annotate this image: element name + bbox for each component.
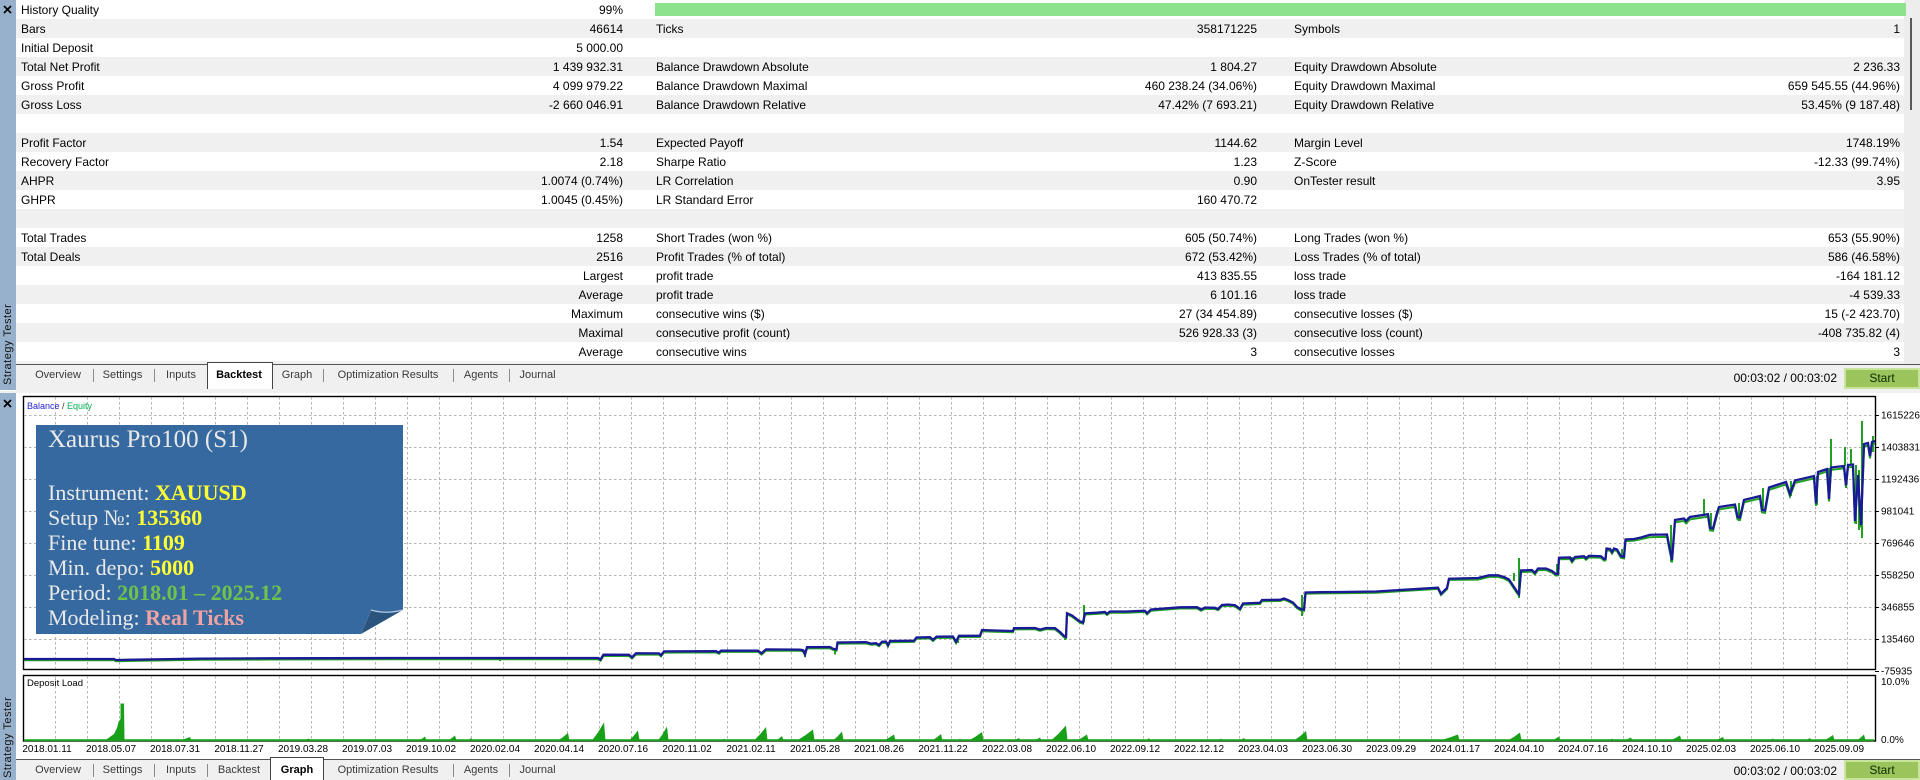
svg-text:2020.11.02: 2020.11.02 [662, 744, 712, 755]
svg-text:2018.05.07: 2018.05.07 [86, 744, 136, 755]
svg-text:2021.02.11: 2021.02.11 [726, 744, 776, 755]
svg-text:10.0%: 10.0% [1881, 677, 1909, 688]
svg-text:Deposit Load: Deposit Load [27, 678, 83, 689]
svg-text:2022.06.10: 2022.06.10 [1046, 744, 1096, 755]
svg-text:2020.04.14: 2020.04.14 [534, 744, 584, 755]
svg-text:2023.06.30: 2023.06.30 [1302, 744, 1352, 755]
svg-text:2019.10.02: 2019.10.02 [406, 744, 456, 755]
svg-text:-75935: -75935 [1881, 667, 1913, 678]
svg-text:2018.11.27: 2018.11.27 [214, 744, 264, 755]
svg-text:2024.07.16: 2024.07.16 [1558, 744, 1608, 755]
svg-text:1403831: 1403831 [1881, 443, 1920, 454]
svg-text:2021.05.28: 2021.05.28 [790, 744, 840, 755]
svg-text:2018.01.11: 2018.01.11 [22, 744, 72, 755]
svg-text:1615226: 1615226 [1881, 411, 1920, 422]
svg-text:2023.09.29: 2023.09.29 [1366, 744, 1416, 755]
svg-text:2020.02.04: 2020.02.04 [470, 744, 520, 755]
svg-text:346855: 346855 [1881, 603, 1915, 614]
svg-text:2024.01.17: 2024.01.17 [1430, 744, 1480, 755]
svg-text:981041: 981041 [1881, 507, 1915, 518]
svg-text:2019.07.03: 2019.07.03 [342, 744, 392, 755]
svg-text:2023.04.03: 2023.04.03 [1238, 744, 1288, 755]
svg-text:2024.10.10: 2024.10.10 [1622, 744, 1672, 755]
svg-text:2025.06.10: 2025.06.10 [1750, 744, 1800, 755]
svg-text:2018.07.31: 2018.07.31 [150, 744, 200, 755]
svg-text:135460: 135460 [1881, 635, 1915, 646]
svg-text:2025.02.03: 2025.02.03 [1686, 744, 1736, 755]
svg-text:769646: 769646 [1881, 539, 1915, 550]
svg-text:1192436: 1192436 [1881, 475, 1920, 486]
svg-text:2020.07.16: 2020.07.16 [598, 744, 648, 755]
svg-text:2022.09.12: 2022.09.12 [1110, 744, 1160, 755]
svg-text:0.0%: 0.0% [1881, 735, 1904, 746]
svg-text:558250: 558250 [1881, 571, 1915, 582]
svg-text:Balance / Equity: Balance / Equity [27, 401, 93, 411]
svg-text:2022.12.12: 2022.12.12 [1174, 744, 1224, 755]
svg-text:2019.03.28: 2019.03.28 [278, 744, 328, 755]
svg-text:2021.08.26: 2021.08.26 [854, 744, 904, 755]
svg-text:2025.09.09: 2025.09.09 [1814, 744, 1864, 755]
svg-text:2022.03.08: 2022.03.08 [982, 744, 1032, 755]
svg-text:2021.11.22: 2021.11.22 [918, 744, 968, 755]
svg-text:2024.04.10: 2024.04.10 [1494, 744, 1544, 755]
